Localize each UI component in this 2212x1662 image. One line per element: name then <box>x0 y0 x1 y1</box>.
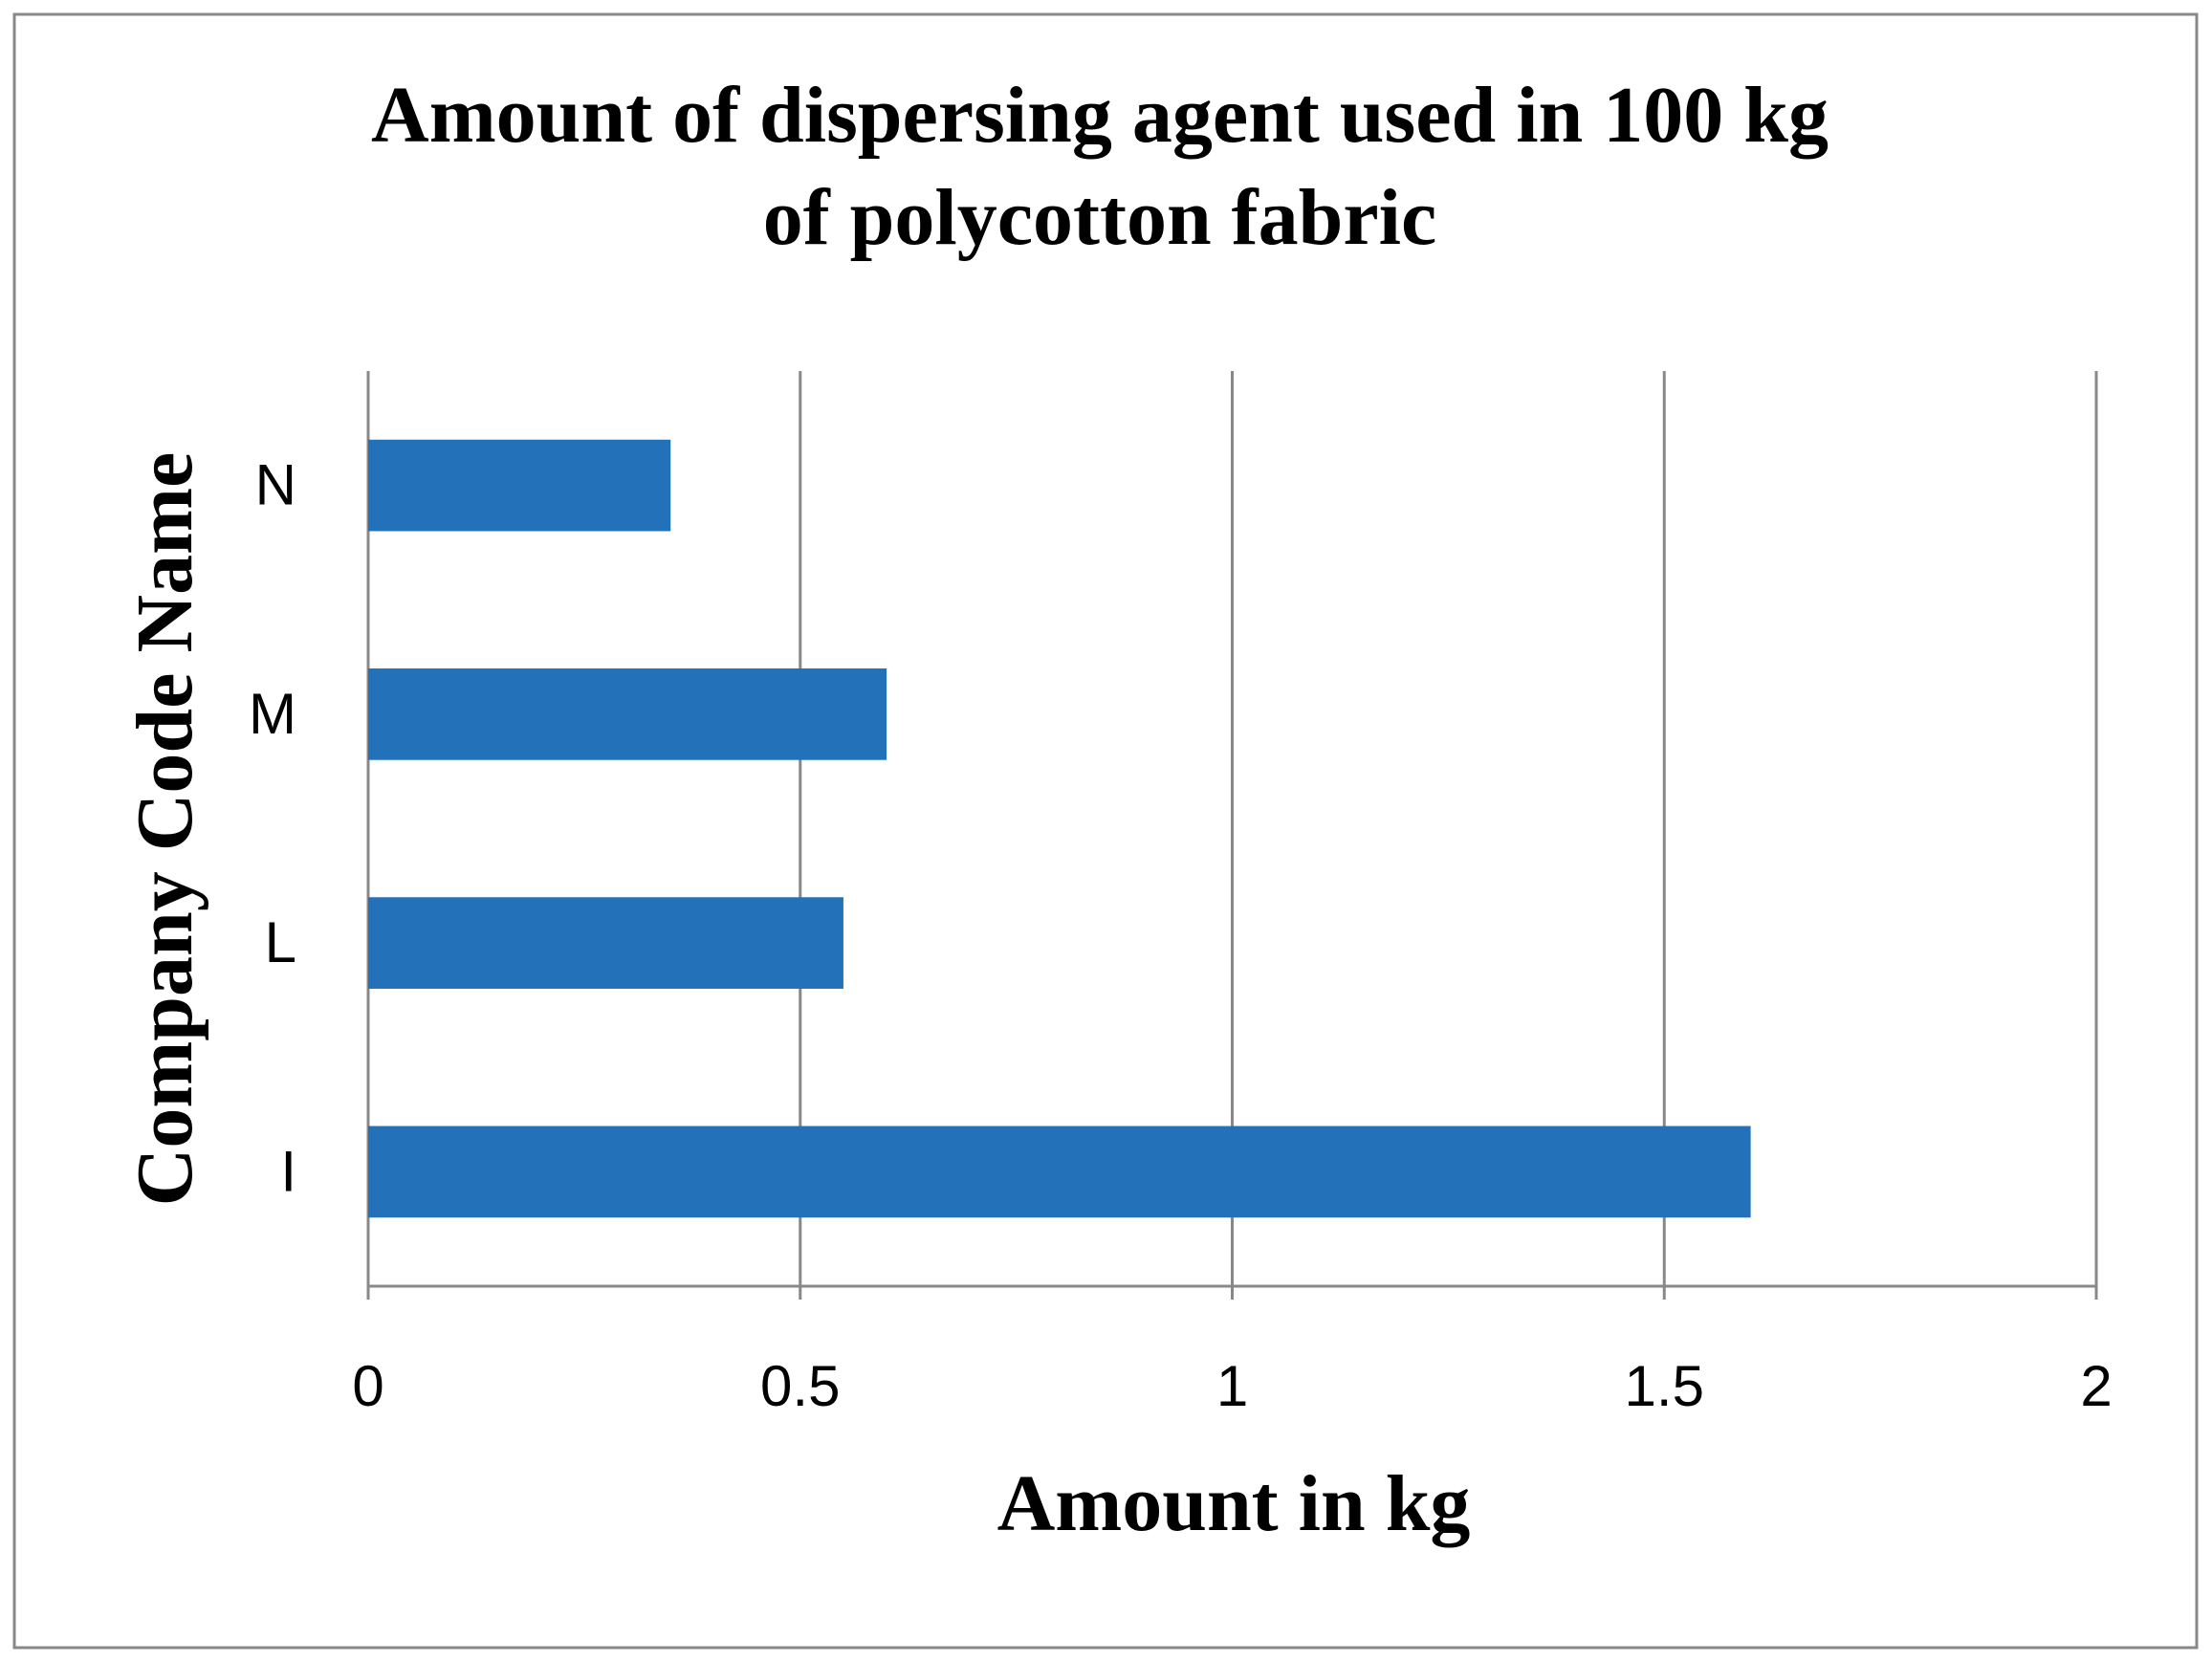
bar <box>368 1126 1751 1218</box>
x-tick-label: 0 <box>352 1354 383 1418</box>
chart-title: Amount of dispersing agent used in 100 k… <box>371 71 1829 160</box>
bar <box>368 439 671 532</box>
y-tick-label: N <box>255 453 296 517</box>
x-tick-label: 2 <box>2080 1354 2112 1418</box>
y-tick-label: I <box>280 1139 296 1203</box>
y-tick-label: L <box>265 910 296 974</box>
x-axis-label: Amount in kg <box>997 1459 1471 1548</box>
chart-border <box>12 12 2199 1650</box>
chart-title: of polycotton fabric <box>763 173 1437 262</box>
x-tick-label: 1 <box>1216 1354 1248 1418</box>
y-axis-label: Company Code Name <box>120 452 209 1207</box>
x-tick-label: 1.5 <box>1625 1354 1704 1418</box>
bar <box>368 897 843 989</box>
bar <box>368 668 887 760</box>
x-tick-label: 0.5 <box>760 1354 840 1418</box>
y-tick-label: M <box>249 682 296 746</box>
